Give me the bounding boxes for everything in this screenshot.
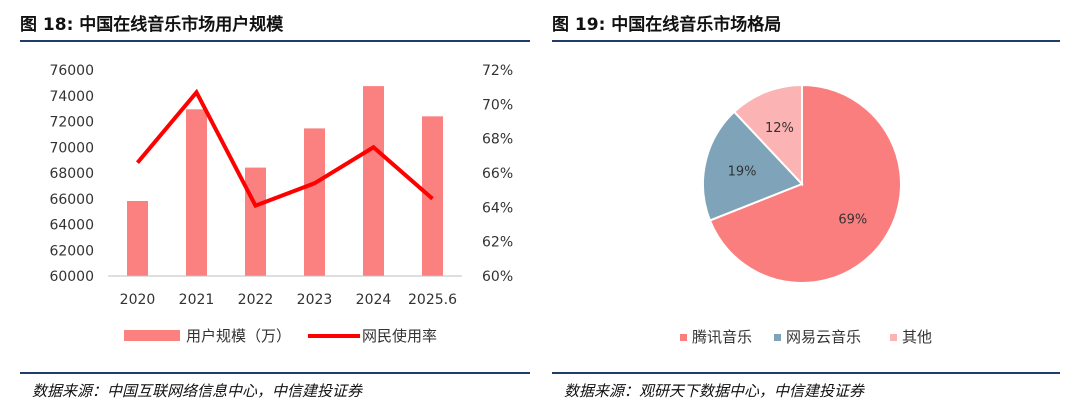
legend-swatch-其他: [890, 334, 897, 341]
y-right-tick-label: 66%: [482, 166, 513, 182]
legend-label: 网易云音乐: [786, 328, 861, 346]
y-left-tick-label: 64000: [49, 218, 94, 234]
legend-swatch-bar: [124, 330, 180, 341]
y-left-tick-label: 72000: [49, 115, 94, 131]
pie-value-label: 19%: [728, 165, 757, 180]
y-right-tick-label: 64%: [482, 200, 513, 216]
x-tick-label: 2025.6: [408, 292, 457, 308]
legend-label: 腾讯音乐: [692, 328, 752, 346]
pie-slice-其他: [732, 83, 803, 187]
y-left-tick-label: 76000: [49, 63, 94, 79]
y-left-tick-label: 60000: [49, 269, 94, 285]
y-right-tick-label: 60%: [482, 269, 513, 285]
y-left-tick-label: 70000: [49, 140, 94, 156]
y-left-tick-label: 68000: [49, 166, 94, 182]
y-left-tick-label: 74000: [49, 89, 94, 105]
pie-value-label: 12%: [765, 121, 794, 136]
legend-label-bar: 用户规模（万）: [186, 327, 291, 345]
y-left-tick-label: 66000: [49, 192, 94, 208]
y-right-tick-label: 62%: [482, 235, 513, 251]
x-tick-label: 2024: [356, 292, 392, 308]
pie-slice-腾讯音乐: [708, 83, 902, 284]
top-rule: [552, 40, 1060, 42]
figure-18-panel: 图 18: 中国在线音乐市场用户规模 60000 62000 64000 66000 6…: [20, 0, 530, 416]
user-scale-combo-chart: 60000 62000 64000 66000 68000 70000 72000 74000…: [49, 63, 513, 345]
market-share-pie-chart: 69% 19% 12% 腾讯音乐 网易云音乐 其他: [680, 83, 932, 346]
legend-label-line: 网民使用率: [362, 327, 437, 345]
figure-19-source: 数据来源：观研天下数据中心，中信建投证券: [564, 382, 865, 400]
figure-19-panel: 图 19: 中国在线音乐市场格局 69% 19% 12% 腾讯音乐 网易云音乐 其他 数据…: [552, 0, 1060, 416]
bar-2022: [245, 167, 266, 276]
figure-19-title: 图 19: 中国在线音乐市场格局: [552, 15, 782, 35]
x-tick-label: 2022: [238, 292, 274, 308]
bottom-rule: [552, 372, 1060, 374]
x-tick-label: 2021: [179, 292, 215, 308]
y-right-tick-label: 72%: [482, 63, 513, 79]
x-tick-label: 2020: [120, 292, 156, 308]
x-tick-label: 2023: [297, 292, 333, 308]
series-line-usage-rate: [135, 88, 434, 209]
legend-swatch-腾讯音乐: [680, 334, 687, 341]
bar-2024: [363, 86, 384, 276]
figure-18-source: 数据来源：中国互联网络信息中心，中信建投证券: [32, 382, 363, 400]
bar-2023: [304, 128, 325, 276]
pie-value-label: 69%: [838, 213, 867, 228]
y-left-tick-label: 62000: [49, 243, 94, 259]
legend-label: 其他: [902, 328, 932, 346]
bottom-rule: [20, 372, 530, 374]
y-right-tick-label: 70%: [482, 97, 513, 113]
legend-swatch-网易云音乐: [774, 334, 781, 341]
figure-18-title: 图 18: 中国在线音乐市场用户规模: [20, 15, 284, 35]
y-right-tick-label: 68%: [482, 132, 513, 148]
bar-2021: [186, 109, 207, 276]
top-rule: [20, 40, 530, 42]
pie-slice-网易云音乐: [702, 110, 804, 222]
bar-2020: [127, 201, 148, 276]
